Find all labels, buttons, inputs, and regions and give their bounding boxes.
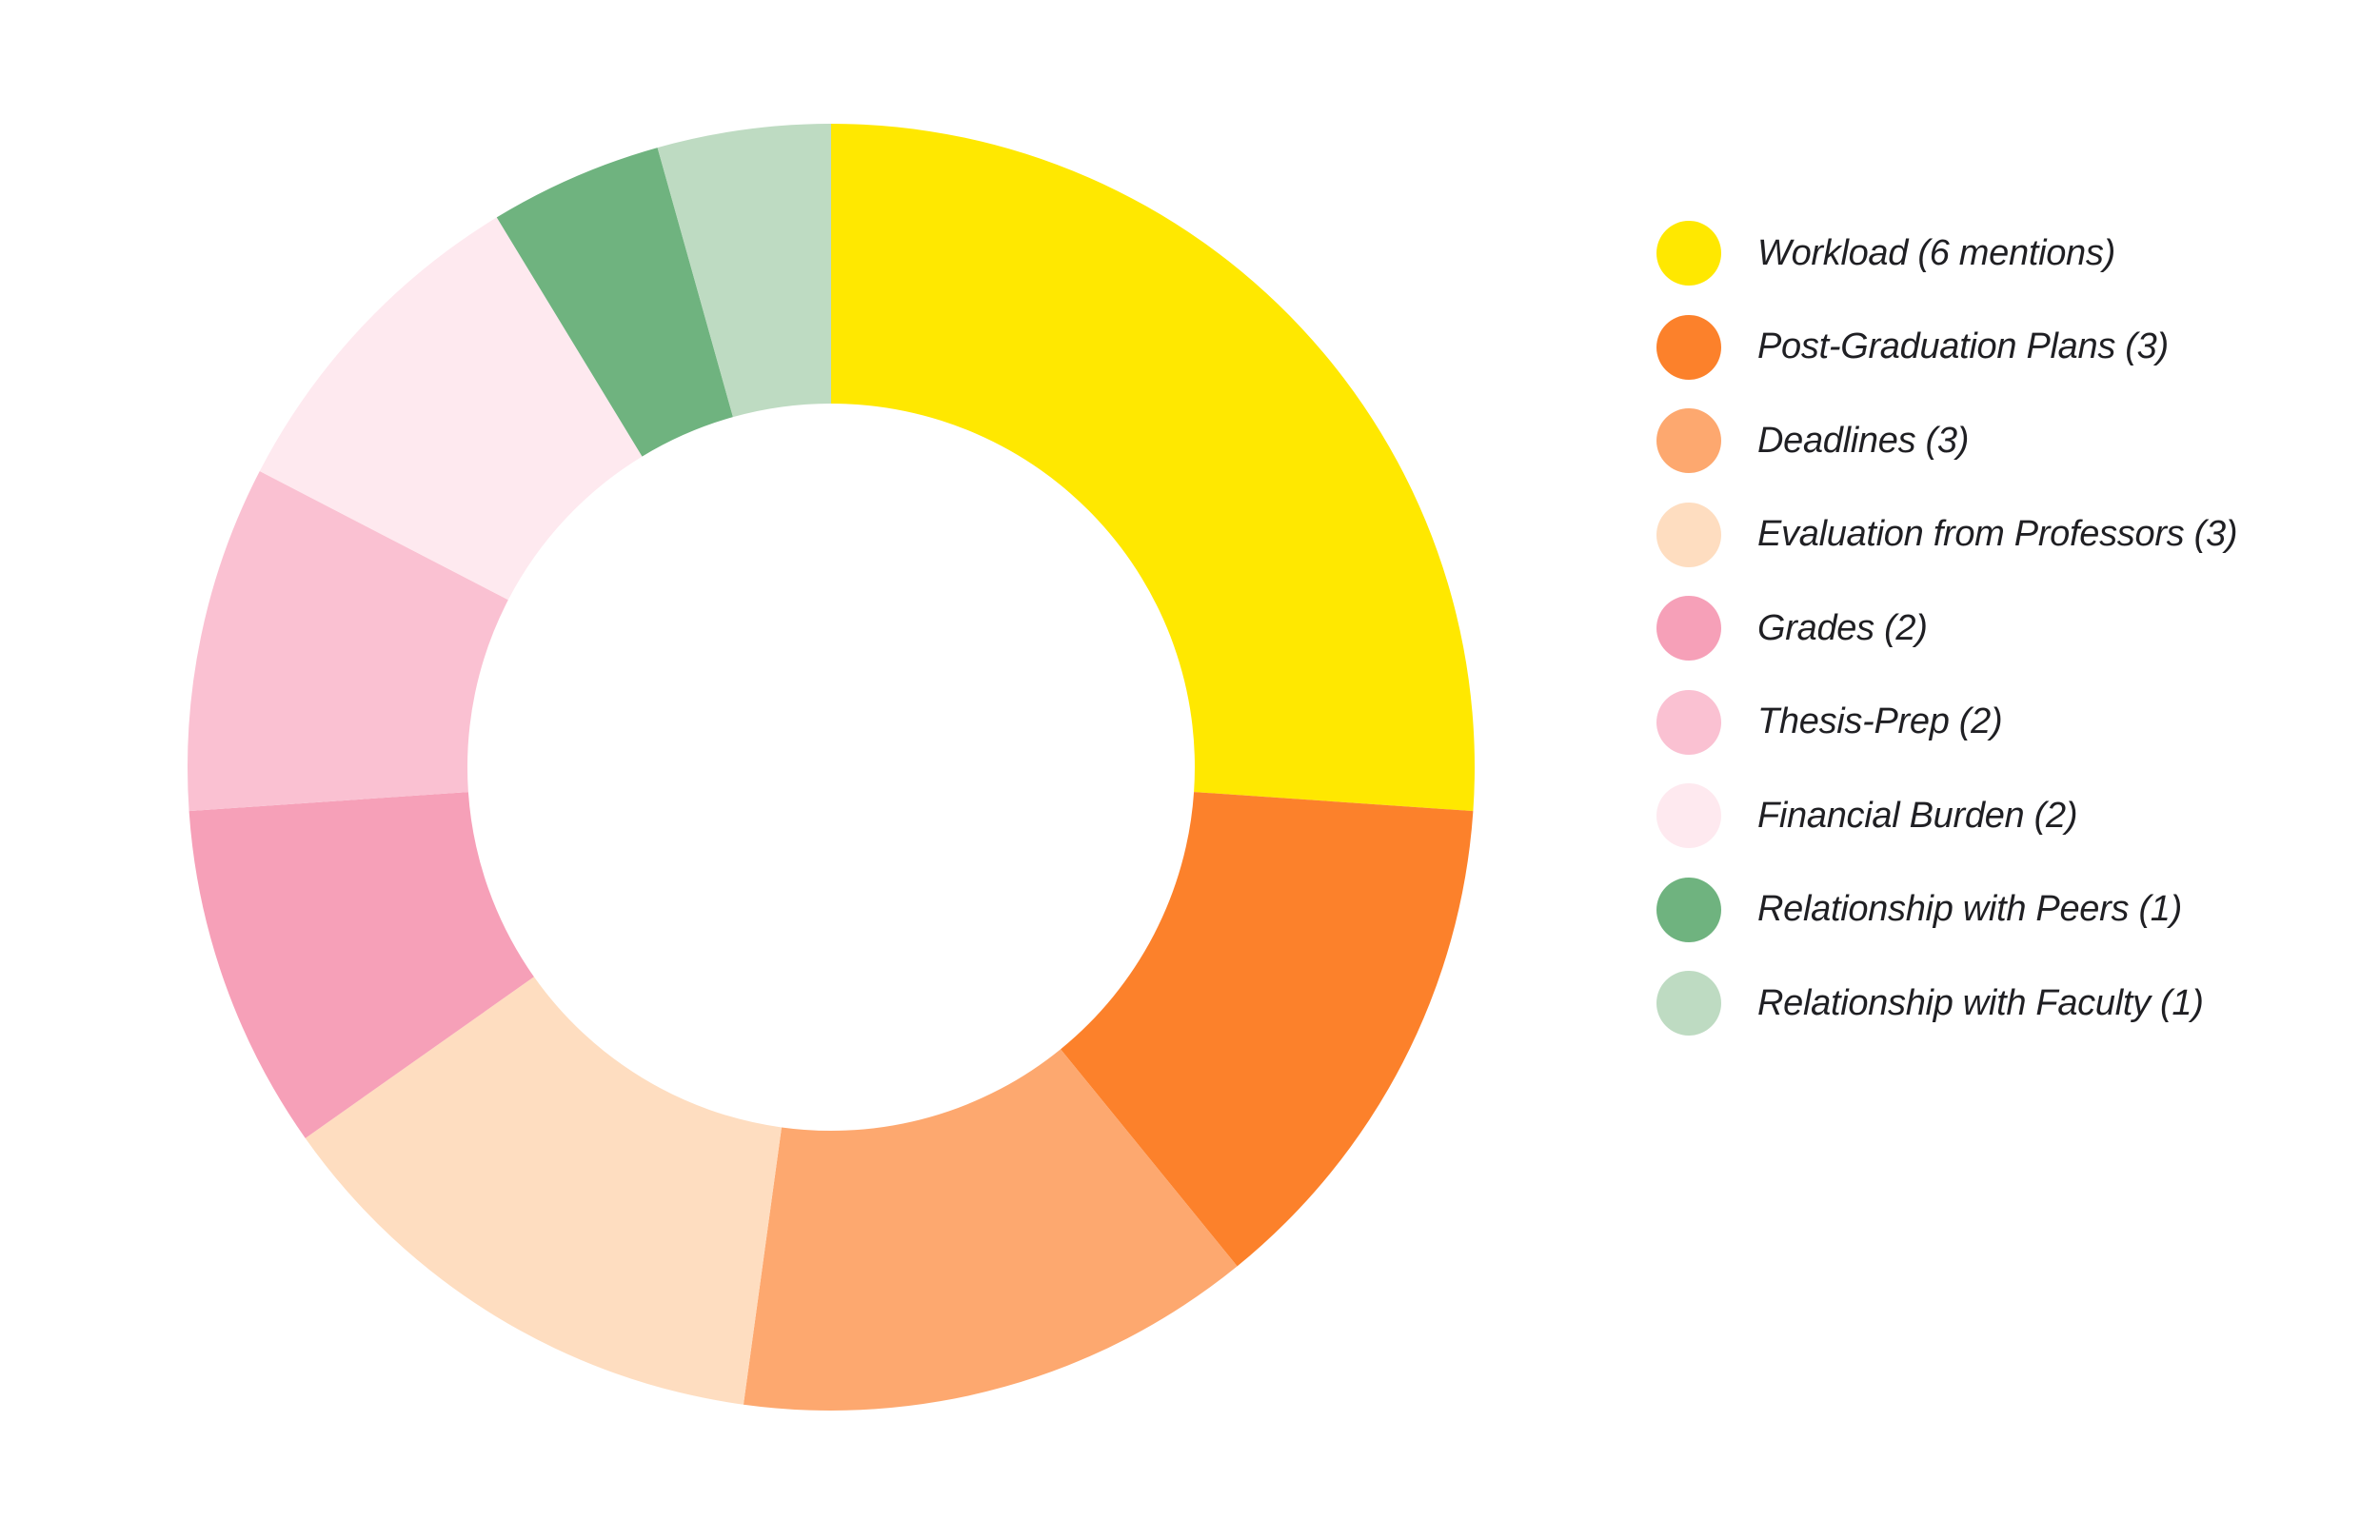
- legend-swatch-icon: [1656, 221, 1721, 286]
- legend-item-post-graduation-plans: Post-Graduation Plans (3): [1656, 314, 2361, 380]
- legend-label: Grades (2): [1757, 607, 1928, 648]
- legend-label: Post-Graduation Plans (3): [1757, 326, 2169, 366]
- legend-item-grades: Grades (2): [1656, 596, 2361, 661]
- donut-slice-relationship-with-peers: [496, 148, 733, 457]
- legend-swatch-icon: [1656, 408, 1721, 473]
- donut-chart-svg: [188, 124, 1475, 1411]
- legend-item-deadlines: Deadlines (3): [1656, 408, 2361, 473]
- legend-swatch-icon: [1656, 971, 1721, 1036]
- chart-legend: Workload (6 mentions) Post-Graduation Pl…: [1656, 221, 2361, 1065]
- legend-swatch-icon: [1656, 783, 1721, 848]
- donut-slice-financial-burden: [259, 217, 643, 601]
- donut-slices: [188, 124, 1475, 1411]
- legend-item-relationship-with-peers: Relationship with Peers (1): [1656, 877, 2361, 942]
- legend-item-evaluation-from-professors: Evaluation from Professors (3): [1656, 502, 2361, 567]
- donut-slice-thesis-prep: [188, 470, 508, 812]
- donut-chart: [188, 124, 1475, 1411]
- legend-swatch-icon: [1656, 502, 1721, 567]
- legend-swatch-icon: [1656, 877, 1721, 942]
- donut-slice-post-graduation-plans: [1061, 792, 1474, 1267]
- legend-swatch-icon: [1656, 596, 1721, 661]
- legend-label: Financial Burden (2): [1757, 795, 2078, 836]
- donut-slice-deadlines: [743, 1049, 1238, 1411]
- legend-label: Evaluation from Professors (3): [1757, 514, 2238, 554]
- legend-swatch-icon: [1656, 314, 1721, 380]
- legend-label: Thesis-Prep (2): [1757, 701, 2003, 741]
- donut-slice-grades: [188, 792, 534, 1138]
- donut-slice-relationship-with-faculty: [657, 124, 831, 418]
- legend-item-financial-burden: Financial Burden (2): [1656, 783, 2361, 848]
- legend-swatch-icon: [1656, 689, 1721, 755]
- legend-label: Deadlines (3): [1757, 420, 1970, 461]
- legend-item-workload: Workload (6 mentions): [1656, 221, 2361, 286]
- legend-item-thesis-prep: Thesis-Prep (2): [1656, 689, 2361, 755]
- legend-item-relationship-with-faculty: Relationship with Faculty (1): [1656, 971, 2361, 1036]
- donut-slice-workload: [831, 124, 1475, 812]
- legend-label: Relationship with Peers (1): [1757, 889, 2182, 929]
- donut-slice-evaluation-from-professors: [305, 977, 782, 1405]
- legend-label: Relationship with Faculty (1): [1757, 982, 2204, 1023]
- legend-label: Workload (6 mentions): [1757, 232, 2115, 273]
